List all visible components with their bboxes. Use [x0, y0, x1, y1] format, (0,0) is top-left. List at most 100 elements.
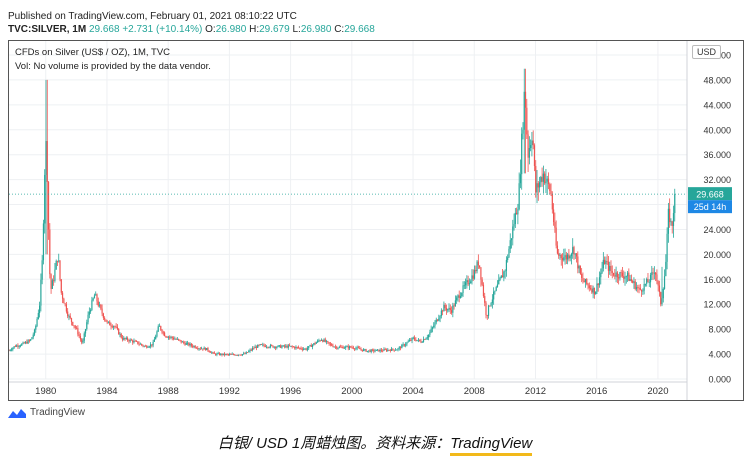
candle-body [378, 349, 380, 352]
candle-body [547, 178, 550, 185]
candle-body [410, 340, 412, 341]
candle-body [252, 348, 254, 350]
candle-body [160, 326, 162, 330]
candle-body [388, 349, 390, 351]
candle-body [510, 238, 513, 241]
tradingview-logo: TradingView [8, 407, 85, 418]
candle-body [512, 226, 514, 239]
candle-body [175, 338, 177, 340]
candle-body [357, 347, 360, 349]
candle-body [60, 279, 62, 293]
y-tick-label: 12.000 [703, 300, 731, 310]
candle-body [342, 346, 344, 349]
candle-body [379, 349, 381, 352]
candle-body [649, 274, 652, 283]
candle-body [19, 345, 22, 347]
candle-body [13, 346, 15, 348]
candle-body [656, 274, 658, 282]
candle-body [162, 332, 164, 334]
candle-body [130, 339, 133, 341]
candle-body [212, 352, 214, 354]
candle-body [151, 344, 153, 346]
candle-body [610, 265, 612, 272]
candle-body [134, 340, 136, 342]
candle-body [262, 344, 264, 346]
candle-body [311, 344, 314, 347]
candle-body [31, 337, 33, 340]
candle-body [507, 257, 509, 260]
candle-body [468, 283, 471, 285]
candle-body [148, 346, 150, 348]
last-price: 29.668 [88, 24, 120, 35]
candle-body [176, 338, 178, 340]
candle-body [374, 350, 376, 352]
candle-body [554, 222, 556, 228]
candle-body [22, 342, 24, 344]
candle-body [142, 344, 144, 347]
candle-body [222, 353, 224, 355]
candle-body [70, 318, 73, 322]
candle-body [55, 260, 57, 270]
candle-body [254, 346, 256, 349]
candle-body [434, 322, 436, 326]
candle-body [471, 275, 473, 282]
candle-body [637, 287, 639, 288]
candle-body [21, 343, 23, 346]
candle-body [552, 209, 555, 223]
candle-body [629, 279, 631, 281]
candle-body [633, 281, 635, 283]
price-chart[interactable]: 0.000 4.000 8.000 12.000 16.000 20.000 24.000 2… [9, 41, 743, 400]
candle-body [299, 347, 301, 349]
candle-body [271, 345, 273, 346]
candle-body [72, 321, 74, 326]
candle-body [194, 346, 196, 348]
candle-body [546, 178, 548, 182]
candle-body [486, 315, 488, 316]
candle-body [595, 291, 597, 295]
candle-body [27, 340, 29, 344]
x-tick-label: 1980 [35, 386, 56, 397]
candle-body [616, 272, 618, 278]
candle-body [489, 305, 491, 307]
candle-body [23, 342, 25, 344]
candle-body [413, 337, 416, 340]
candle-body [127, 337, 129, 341]
candle-body [396, 349, 398, 351]
candle-body [249, 349, 251, 351]
candle-body [325, 341, 328, 342]
candle-body [402, 344, 404, 346]
candle-body [58, 260, 60, 262]
candle-body [47, 181, 50, 230]
chart-panel[interactable]: 0.000 4.000 8.000 12.000 16.000 20.000 24.000 2… [8, 40, 744, 401]
candle-body [490, 303, 492, 306]
candle-body [560, 255, 562, 259]
candle-body [9, 350, 11, 351]
price-change: +2.731 (+10.14%) [122, 24, 203, 35]
candle-body [405, 344, 407, 346]
candle-body [141, 343, 143, 345]
candle-body [64, 303, 66, 305]
candle-body [204, 347, 207, 351]
candle-body [30, 339, 32, 341]
candle-body [419, 339, 421, 341]
candle-body [652, 272, 654, 274]
candle-body [411, 337, 413, 341]
candle-body [156, 331, 158, 337]
candle-body [226, 354, 228, 355]
candle-body [428, 334, 430, 338]
candle-body [195, 347, 198, 349]
candle-body [416, 340, 418, 342]
candle-body [563, 257, 565, 261]
candle-body [16, 345, 18, 347]
candle-body [447, 309, 449, 311]
candle-body [648, 282, 650, 284]
candle-body [170, 336, 172, 338]
candle-body [138, 343, 140, 345]
candle-body [28, 340, 31, 342]
volume-note: Vol: No volume is provided by the data v… [15, 61, 211, 72]
candle-body [461, 292, 463, 297]
candle-body [612, 272, 615, 276]
candle-body [517, 209, 519, 215]
candle-body [221, 353, 223, 355]
currency-badge[interactable]: USD [691, 45, 721, 59]
